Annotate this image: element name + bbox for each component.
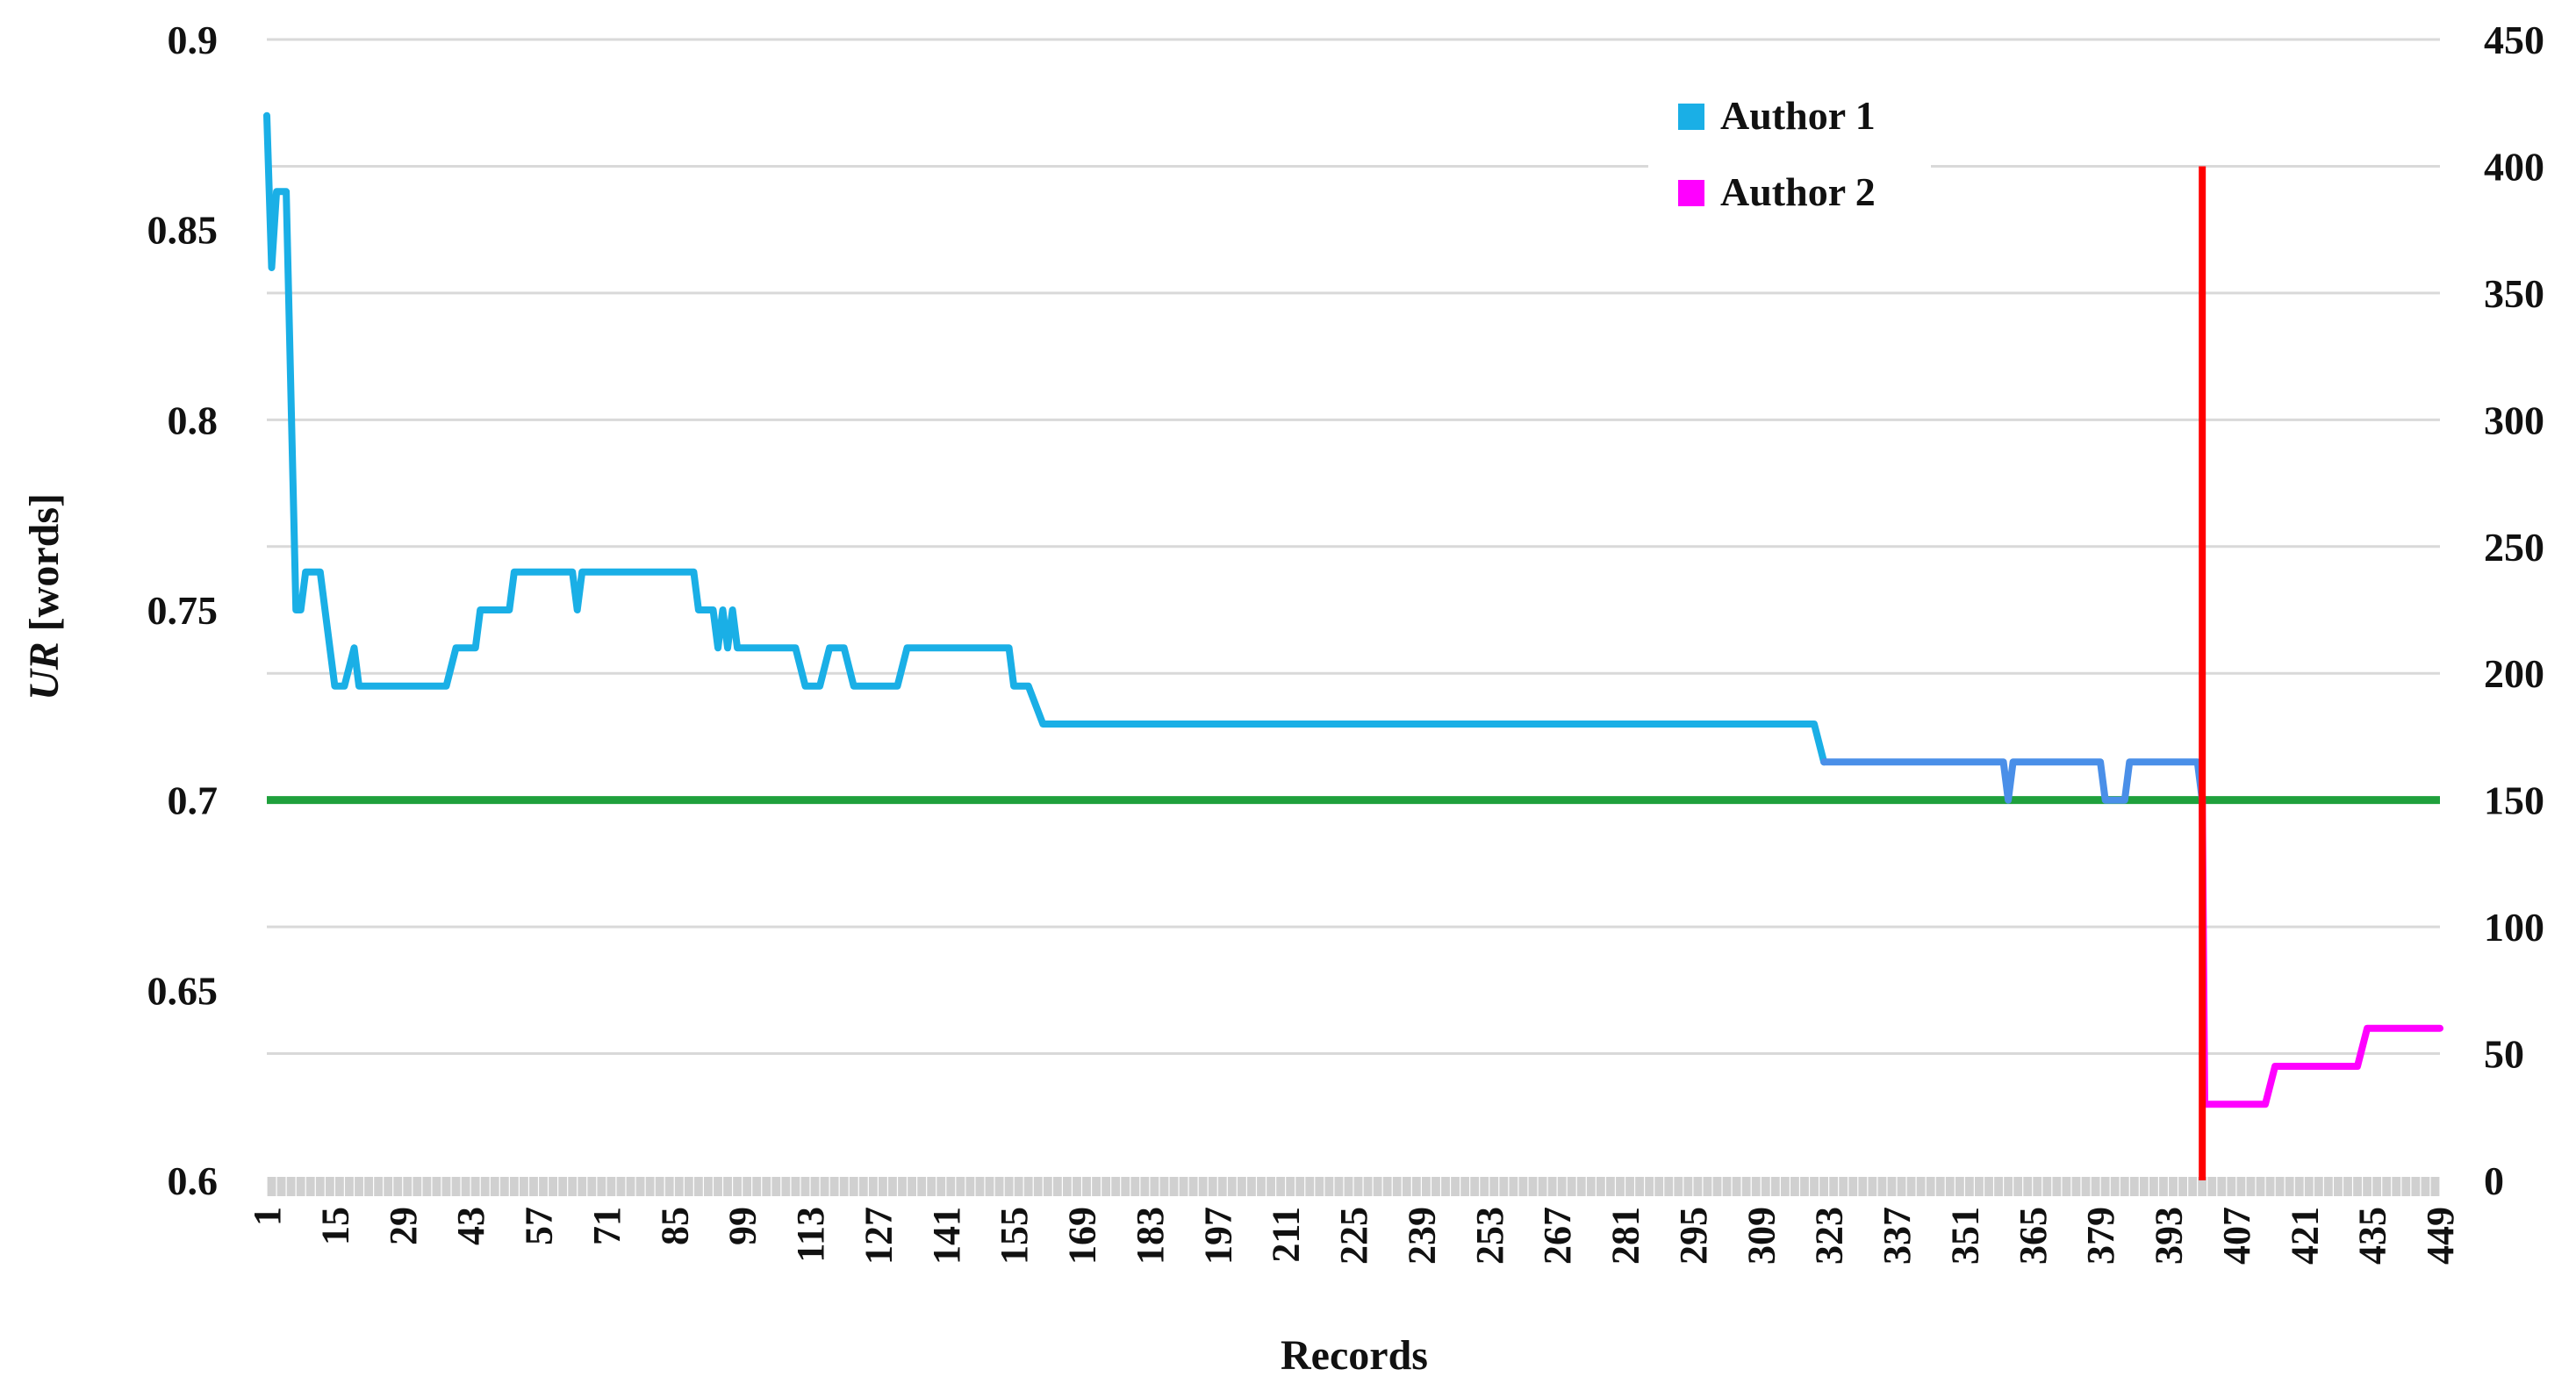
y2-tick-label: 100 [2484,905,2544,950]
x-tick-band-marks [266,1177,2441,1196]
legend-swatch [1678,180,1704,206]
y-tick-label: 0.7 [168,778,219,823]
series-author-1-line-tail [1820,758,2206,804]
x-tick-label: 421 [2283,1207,2326,1265]
x-tick-label: 323 [1808,1207,1851,1265]
y-axis-title-unit: [words] [21,493,68,642]
x-tick-label: 435 [2351,1207,2394,1265]
x-tick-label: 43 [449,1207,492,1245]
x-tick-label: 155 [993,1207,1036,1265]
y2-tick-label: 300 [2484,398,2544,442]
x-tick-label: 337 [1876,1207,1919,1265]
x-tick-label: 99 [721,1207,764,1245]
x-tick-label: 365 [2012,1207,2055,1265]
y-tick-label: 0.9 [168,18,219,62]
x-tick-label: 267 [1536,1207,1579,1265]
y-axis-title-symbol: UR [21,642,68,700]
y2-tick-label: 350 [2484,271,2544,316]
y-axis-title: UR [words] [21,493,68,700]
x-tick-label: 407 [2215,1207,2258,1265]
x-tick-label: 183 [1129,1207,1172,1265]
x-axis: 1 15 29 43 57 71 85 99 113 127 141 155 169 183 197 211 2… [246,1207,2462,1265]
y2-tick-label: 0 [2484,1158,2504,1203]
x-tick-label: 141 [925,1207,968,1265]
x-tick-label: 71 [585,1207,628,1245]
y2-tick-label: 200 [2484,651,2544,696]
x-tick-label: 393 [2148,1207,2191,1265]
x-tick-label: 449 [2419,1207,2462,1265]
y-tick-label: 0.65 [147,968,219,1013]
x-tick-label: 253 [1468,1207,1511,1265]
x-tick-label: 211 [1265,1207,1308,1263]
x-tick-label: 225 [1332,1207,1375,1265]
x-tick-band [266,1177,2441,1196]
legend: Author 1 Author 2 [1648,83,1931,233]
y2-tick-label: 50 [2484,1032,2524,1077]
x-tick-label: 1 [246,1207,289,1226]
y-axis-right: 0 50 100 150 200 250 300 350 400 450 [2484,18,2544,1203]
legend-label: Author 2 [1720,169,1876,214]
x-tick-label: 113 [789,1207,832,1263]
y2-tick-label: 250 [2484,525,2544,570]
x-axis-title: Records [1281,1332,1428,1379]
y-tick-label: 0.85 [147,208,219,253]
x-tick-label: 281 [1604,1207,1647,1265]
x-tick-label: 239 [1400,1207,1443,1265]
y-tick-label: 0.75 [147,588,219,633]
series-author-2-line [2199,796,2443,1108]
y-tick-label: 0.6 [168,1158,219,1203]
y-axis-left: 0.6 0.65 0.7 0.75 0.8 0.85 0.9 [147,18,219,1203]
y2-tick-label: 450 [2484,18,2544,62]
y-tick-label: 0.8 [168,398,219,442]
gridlines [267,38,2440,1182]
x-tick-label: 85 [653,1207,696,1245]
x-tick-label: 309 [1740,1207,1783,1265]
series-author-1-line [263,111,1828,766]
x-tick-label: 295 [1672,1207,1715,1265]
x-tick-label: 197 [1196,1207,1239,1265]
series-lines [263,111,2443,1108]
legend-label: Author 1 [1720,93,1876,138]
x-tick-label: 169 [1061,1207,1104,1265]
x-tick-label: 351 [1943,1207,1986,1265]
x-tick-label: 127 [857,1207,900,1265]
x-tick-label: 15 [313,1207,356,1245]
y2-tick-label: 150 [2484,778,2544,823]
x-tick-label: 379 [2079,1207,2122,1265]
x-tick-label: 29 [382,1207,425,1245]
y2-tick-label: 400 [2484,144,2544,189]
x-tick-label: 57 [518,1207,561,1245]
legend-swatch [1678,104,1704,130]
